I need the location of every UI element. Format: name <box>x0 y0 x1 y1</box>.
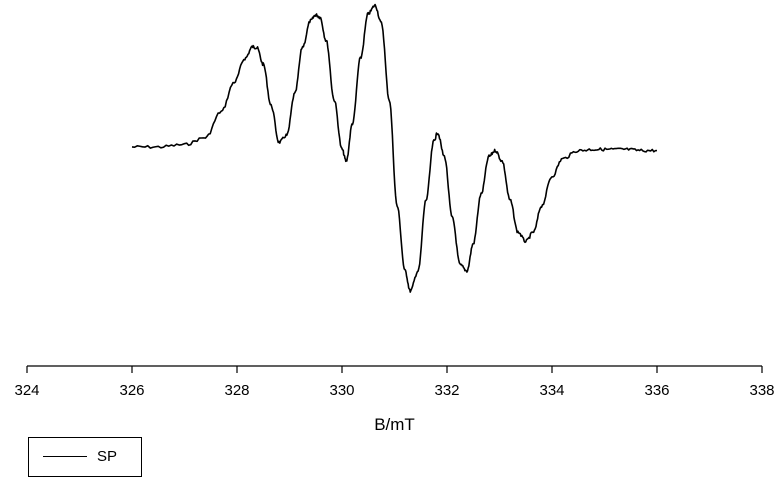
x-axis: 324 326 328 330 332 334 336 338 <box>14 365 775 399</box>
x-tick-label-334: 334 <box>539 382 564 399</box>
x-tick-label-328: 328 <box>224 382 249 399</box>
x-tick-label-326: 326 <box>119 382 144 399</box>
series-line-sp <box>131 3 658 293</box>
legend-label-sp: SP <box>97 448 118 465</box>
legend: SP <box>28 437 142 477</box>
x-tick-label-330: 330 <box>329 382 354 399</box>
x-tick-label-332: 332 <box>434 382 459 399</box>
x-tick-label-338: 338 <box>749 382 774 399</box>
spectrum-layer <box>131 3 658 293</box>
x-tick-label-324: 324 <box>14 382 39 399</box>
legend-line-swatch <box>43 456 87 457</box>
x-axis-title: B/mT <box>374 415 415 434</box>
x-tick-label-336: 336 <box>644 382 669 399</box>
